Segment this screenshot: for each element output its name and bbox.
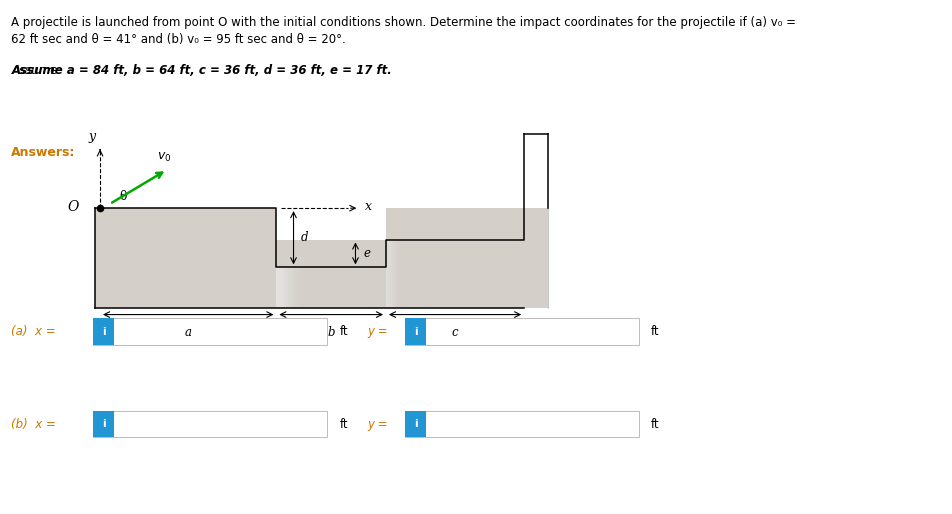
- Text: i: i: [413, 419, 417, 429]
- FancyBboxPatch shape: [93, 318, 327, 345]
- Polygon shape: [276, 240, 386, 267]
- Text: x: x: [365, 200, 371, 213]
- Text: e: e: [363, 247, 369, 260]
- FancyBboxPatch shape: [405, 318, 426, 345]
- Text: Assume a = 84 ft, b = 64 ft, c = 36 ft, d = 36 ft, e = 17 ft.: Assume a = 84 ft, b = 64 ft, c = 36 ft, …: [11, 64, 392, 77]
- Text: A projectile is launched from point O with the initial conditions shown. Determi: A projectile is launched from point O wi…: [11, 16, 796, 29]
- Text: Answers:: Answers:: [11, 146, 76, 159]
- FancyBboxPatch shape: [93, 411, 114, 437]
- FancyBboxPatch shape: [405, 411, 426, 437]
- Text: i: i: [102, 419, 106, 429]
- Text: d: d: [301, 231, 308, 244]
- Text: ft: ft: [650, 325, 659, 338]
- Text: ft: ft: [339, 325, 347, 338]
- Text: O: O: [68, 199, 79, 214]
- FancyBboxPatch shape: [93, 318, 114, 345]
- FancyBboxPatch shape: [405, 411, 638, 437]
- Polygon shape: [276, 267, 386, 308]
- Text: (a)  x =: (a) x =: [11, 325, 56, 338]
- Text: i: i: [102, 326, 106, 337]
- Polygon shape: [386, 208, 547, 308]
- Text: Assume: Assume: [11, 64, 62, 77]
- FancyBboxPatch shape: [405, 318, 638, 345]
- Text: ft: ft: [339, 417, 347, 431]
- Text: i: i: [413, 326, 417, 337]
- FancyBboxPatch shape: [93, 411, 327, 437]
- Text: a: a: [185, 326, 191, 339]
- Text: b: b: [327, 326, 334, 339]
- Text: y: y: [89, 130, 96, 143]
- Text: y =: y =: [367, 417, 387, 431]
- Text: ft: ft: [650, 417, 659, 431]
- Polygon shape: [95, 208, 276, 308]
- Text: c: c: [451, 326, 458, 339]
- Text: (b)  x =: (b) x =: [11, 417, 56, 431]
- Text: θ: θ: [119, 190, 127, 203]
- Text: y =: y =: [367, 325, 387, 338]
- Text: $v_0$: $v_0$: [157, 151, 171, 163]
- Text: 62 ft sec and θ = 41° and (b) v₀ = 95 ft sec and θ = 20°.: 62 ft sec and θ = 41° and (b) v₀ = 95 ft…: [11, 33, 346, 46]
